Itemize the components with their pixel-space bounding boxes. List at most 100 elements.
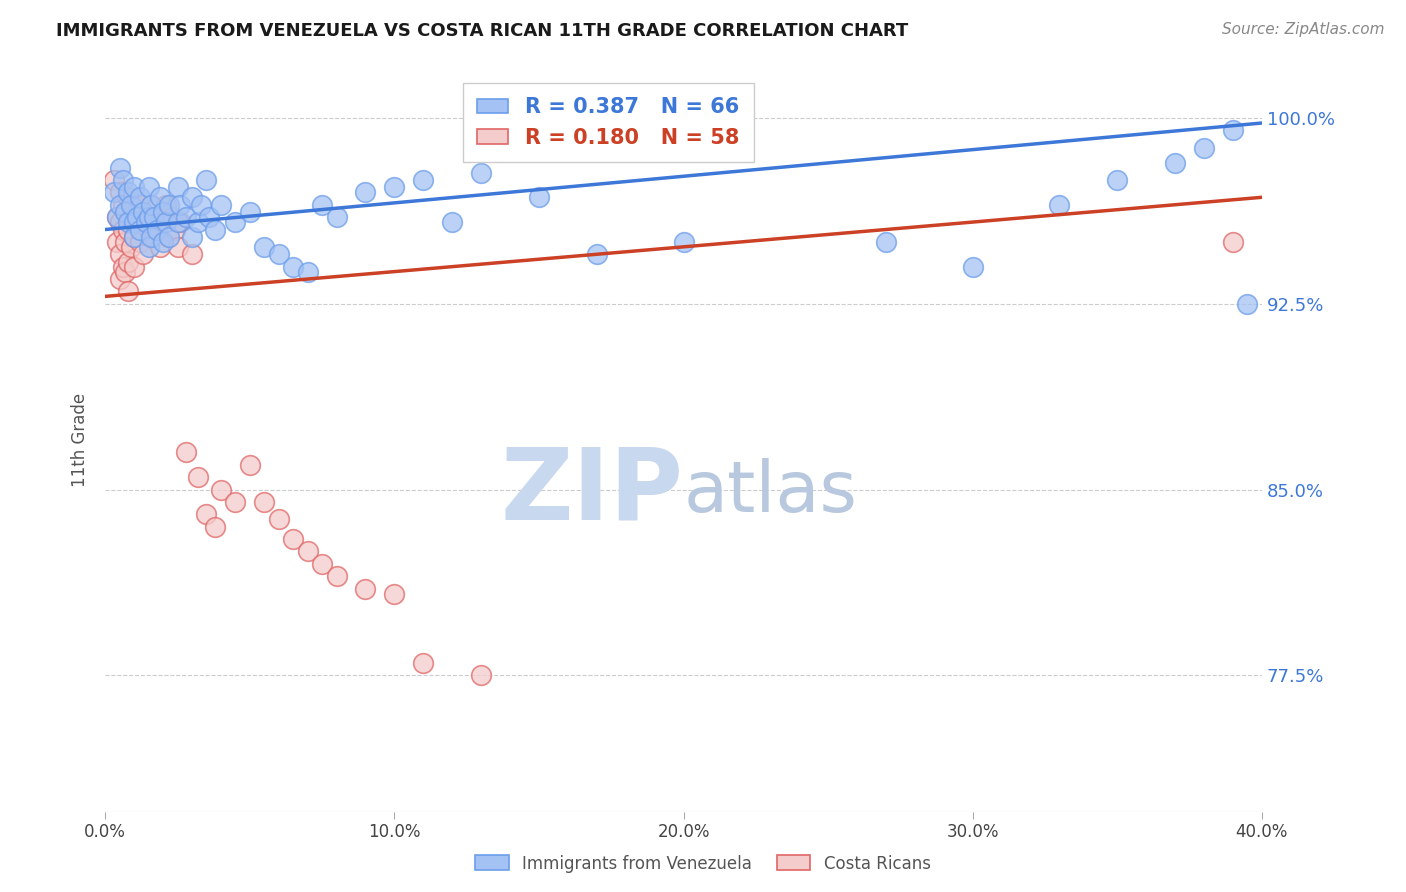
Point [135, 215, 157, 229]
Point [354, 186, 377, 200]
Point [117, 186, 139, 200]
Point [149, 240, 172, 254]
Point [138, 240, 160, 254]
Text: IMMIGRANTS FROM VENEZUELA VS COSTA RICAN 11TH GRADE CORRELATION CHART: IMMIGRANTS FROM VENEZUELA VS COSTA RICAN… [56, 22, 908, 40]
Point [141, 230, 163, 244]
Point [204, 222, 226, 236]
Point [122, 215, 145, 229]
Point [108, 161, 131, 175]
Point [166, 215, 188, 229]
Text: Source: ZipAtlas.com: Source: ZipAtlas.com [1222, 22, 1385, 37]
Point [120, 240, 142, 254]
Point [239, 205, 262, 219]
Point [122, 198, 145, 212]
Point [114, 205, 136, 219]
Text: ZIP: ZIP [501, 443, 683, 541]
Point [111, 173, 134, 187]
Point [120, 198, 142, 212]
Point [138, 210, 160, 224]
Point [155, 215, 177, 229]
Point [129, 235, 152, 249]
Point [672, 235, 695, 249]
Point [122, 230, 145, 244]
Point [209, 198, 232, 212]
Y-axis label: 11th Grade: 11th Grade [72, 393, 89, 487]
Point [267, 512, 290, 526]
Point [138, 222, 160, 236]
Point [169, 215, 191, 229]
Point [311, 198, 333, 212]
Point [253, 240, 276, 254]
Point [181, 190, 204, 204]
Text: atlas: atlas [683, 458, 858, 526]
Point [384, 586, 406, 600]
Point [169, 198, 191, 212]
Point [129, 222, 152, 236]
Point [166, 240, 188, 254]
Point [224, 495, 246, 509]
Point [166, 180, 188, 194]
Point [111, 222, 134, 236]
Point [157, 198, 180, 212]
Point [152, 205, 174, 219]
Point [114, 205, 136, 219]
Point [152, 235, 174, 249]
Point [962, 260, 984, 274]
Point [283, 532, 305, 546]
Point [470, 165, 492, 179]
Point [111, 198, 134, 212]
Point [141, 198, 163, 212]
Point [157, 230, 180, 244]
Point [157, 230, 180, 244]
Point [297, 264, 319, 278]
Point [103, 186, 125, 200]
Point [125, 210, 148, 224]
Point [143, 210, 166, 224]
Point [105, 210, 128, 224]
Legend: Immigrants from Venezuela, Costa Ricans: Immigrants from Venezuela, Costa Ricans [468, 848, 938, 880]
Point [195, 508, 218, 522]
Point [174, 445, 197, 459]
Point [122, 180, 145, 194]
Point [143, 230, 166, 244]
Point [187, 470, 209, 484]
Point [174, 210, 197, 224]
Point [132, 205, 155, 219]
Point [117, 285, 139, 299]
Point [224, 215, 246, 229]
Point [297, 544, 319, 558]
Point [141, 198, 163, 212]
Point [114, 264, 136, 278]
Point [105, 210, 128, 224]
Point [412, 173, 434, 187]
Point [384, 180, 406, 194]
Point [1192, 141, 1215, 155]
Point [311, 557, 333, 571]
Point [108, 272, 131, 286]
Point [146, 210, 169, 224]
Point [204, 519, 226, 533]
Point [129, 190, 152, 204]
Point [160, 210, 183, 224]
Point [149, 190, 172, 204]
Point [108, 215, 131, 229]
Point [129, 198, 152, 212]
Legend: R = 0.387   N = 66, R = 0.180   N = 58: R = 0.387 N = 66, R = 0.180 N = 58 [463, 83, 754, 162]
Point [354, 582, 377, 596]
Point [138, 180, 160, 194]
Point [146, 222, 169, 236]
Point [181, 230, 204, 244]
Point [187, 215, 209, 229]
Point [108, 186, 131, 200]
Point [875, 235, 897, 249]
Point [114, 235, 136, 249]
Point [1222, 123, 1244, 137]
Point [470, 668, 492, 682]
Point [117, 254, 139, 268]
Point [122, 260, 145, 274]
Point [108, 247, 131, 261]
Point [120, 210, 142, 224]
Point [325, 569, 347, 583]
Point [135, 210, 157, 224]
Point [412, 656, 434, 670]
